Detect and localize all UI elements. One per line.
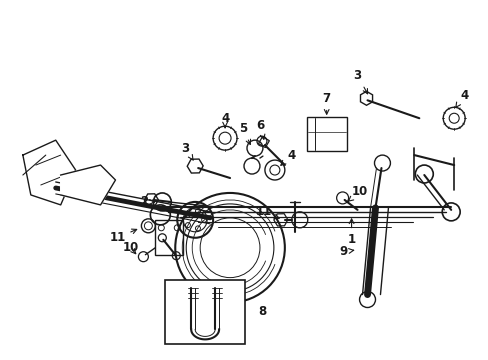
Text: 10: 10 [122, 241, 138, 254]
Text: 6: 6 [255, 119, 264, 139]
Bar [165, 280, 244, 345]
Bar [155, 220, 183, 255]
Bar [258, 137, 269, 148]
Text: 10: 10 [347, 185, 367, 201]
Text: 3: 3 [353, 69, 367, 94]
Text: 4: 4 [221, 112, 229, 127]
Text: 4: 4 [455, 89, 468, 107]
Text: 7: 7 [322, 92, 330, 114]
Text: 1: 1 [347, 219, 355, 246]
Text: 9: 9 [339, 245, 353, 258]
Text: 11: 11 [109, 229, 137, 244]
Text: 5: 5 [239, 122, 250, 144]
Text: 8: 8 [258, 305, 265, 318]
Text: 4: 4 [280, 149, 295, 165]
Text: 2: 2 [140, 195, 154, 208]
Polygon shape [61, 165, 115, 205]
Text: 11: 11 [255, 205, 279, 219]
Text: 3: 3 [181, 141, 193, 160]
FancyBboxPatch shape [306, 117, 346, 151]
